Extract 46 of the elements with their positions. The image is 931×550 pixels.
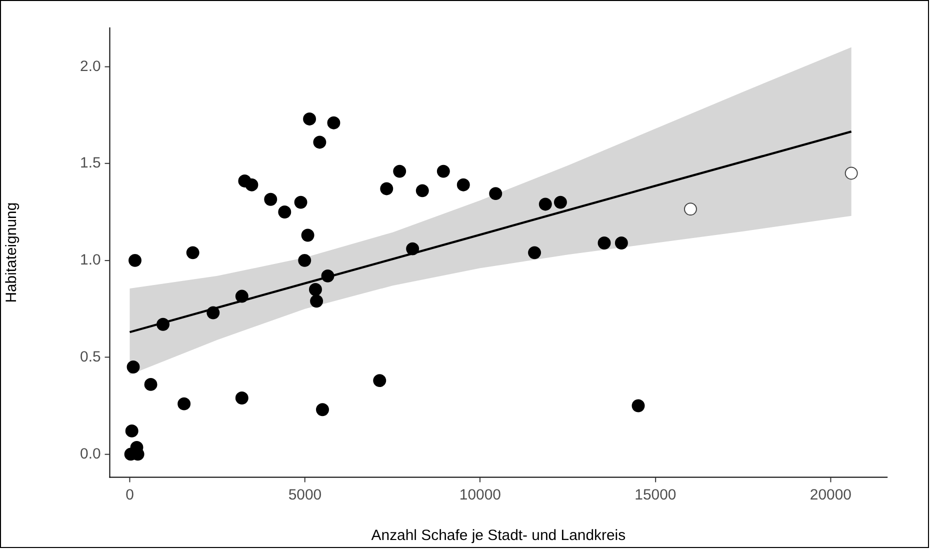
point [528, 246, 542, 260]
x-tick-label: 15000 [634, 486, 676, 504]
y-tick-label: 1.5 [80, 154, 101, 172]
point [393, 164, 406, 178]
point [126, 360, 140, 374]
x-tick-label: 20000 [810, 486, 852, 504]
y-tick-label: 0.5 [80, 348, 101, 366]
point [125, 424, 138, 438]
point [309, 283, 322, 296]
point [316, 403, 329, 416]
point [303, 112, 316, 126]
point [235, 392, 248, 404]
point [298, 254, 312, 267]
point [598, 236, 611, 250]
point [144, 378, 158, 391]
point [436, 164, 450, 178]
point [128, 254, 142, 267]
point [310, 294, 324, 308]
point [489, 187, 502, 200]
point [186, 246, 200, 260]
point [178, 397, 191, 410]
y-tick-label: 2.0 [80, 58, 101, 75]
y-axis-title: Habitateignung [3, 202, 20, 303]
point [301, 228, 314, 242]
point [456, 178, 470, 192]
point [538, 198, 552, 211]
x-tick-label: 5000 [288, 486, 322, 504]
y-tick-label: 0.0 [80, 445, 101, 462]
x-tick-label: 0 [126, 486, 134, 504]
point [416, 184, 429, 198]
point [554, 196, 567, 209]
point [632, 399, 645, 412]
point [380, 182, 394, 196]
point [245, 178, 258, 192]
point [278, 206, 292, 218]
y-tick-label: 1.0 [80, 252, 101, 269]
x-tick-label: 10000 [459, 486, 501, 504]
point [294, 196, 308, 209]
point [313, 136, 326, 149]
point [684, 202, 697, 216]
x-axis-title: Anzahl Schafe je Stadt- und Landkreis [371, 527, 626, 544]
point [844, 166, 858, 180]
point [614, 236, 628, 250]
point [264, 192, 278, 206]
point [373, 374, 386, 388]
point [327, 116, 340, 130]
